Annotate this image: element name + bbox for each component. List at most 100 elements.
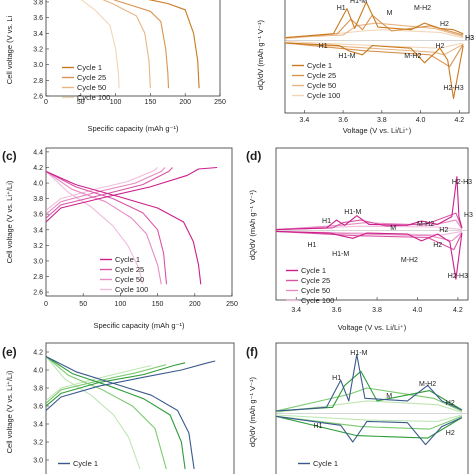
panel-3-annotation: M-H2 — [417, 221, 434, 228]
panel-4-ytick-label: 3.4 — [33, 422, 43, 429]
series-2-3-charge-line — [46, 167, 158, 211]
panel-4-ytick-label: 3.0 — [33, 458, 43, 465]
panel-2-xtick-label: 150 — [152, 301, 164, 308]
series-0-1-discharge-line — [113, 0, 170, 89]
panel-3-annotation: H1-M — [332, 251, 349, 258]
panel-2-ytick-label: 4.2 — [33, 165, 43, 172]
series-2-1-charge-line — [46, 167, 173, 219]
series-1-3-charge-line — [285, 29, 464, 40]
panel-4-ytick-label: 4.2 — [33, 350, 43, 357]
panel-f-ylabel: dQ/dV (mAh g⁻¹ V⁻¹) — [248, 376, 257, 447]
panel-5-annotation: H2 — [446, 430, 455, 437]
panel-d-frame — [275, 147, 469, 301]
series-5-1-discharge-line — [276, 415, 463, 439]
panel-0-ytick-label: 3.8 — [33, 0, 43, 6]
panel-2-xtick-label: 250 — [226, 301, 238, 308]
panel-3-annotation: H2 — [439, 227, 448, 234]
legend-3-1-label: Cycle 25 — [301, 276, 330, 285]
panel-d-ylabel: dQ/dV (mAh g⁻¹ V⁻¹) — [248, 189, 257, 260]
panel-1-xtick-label: 3.4 — [300, 117, 310, 124]
legend-4-0-label: Cycle 1 — [73, 459, 98, 468]
panel-2-ytick-label: 4.0 — [33, 181, 43, 188]
series-1-0-charge-line — [285, 1, 464, 39]
legend-1-0-label: Cycle 1 — [307, 61, 332, 70]
panel-1-annotation: H1 — [319, 43, 328, 50]
series-0-0-discharge-line — [148, 0, 200, 89]
panel-3-annotation: H1 — [322, 218, 331, 225]
panel-b-ylabel: dQ/dV (mAh g⁻¹ V⁻¹) — [256, 19, 265, 90]
panel-0-xtick-label: 0 — [44, 99, 48, 106]
series-4-3-charge-line — [46, 364, 152, 402]
panel-3-xtick-label: 3.4 — [291, 307, 301, 314]
series-3-2-charge-line — [276, 219, 463, 231]
legend-3-3-label: Cycle 100 — [301, 296, 334, 305]
panel-0-ytick-label: 3.0 — [33, 62, 43, 69]
panel-1-xtick-label: 4.0 — [416, 117, 426, 124]
series-1-1-discharge-line — [285, 42, 464, 68]
panel-1-annotation: M — [387, 10, 393, 17]
series-2-0-charge-line — [46, 166, 218, 223]
panel-c-xlabel: Specific capacity (mAh g⁻¹) — [93, 321, 185, 330]
legend-5-0-label: Cycle 1 — [313, 459, 338, 468]
series-1-3-discharge-line — [285, 41, 464, 49]
legend-3-2-label: Cycle 50 — [301, 286, 330, 295]
series-0-3-discharge-line — [80, 0, 120, 89]
panel-5-annotation: M-H2 — [419, 381, 436, 388]
legend-0-1-label: Cycle 25 — [77, 73, 106, 82]
series-3-1-discharge-line — [276, 230, 463, 251]
panel-5-annotation: H1 — [332, 375, 341, 382]
panel-1-xtick-label: 3.6 — [338, 117, 348, 124]
legend-2-1-label: Cycle 25 — [115, 265, 144, 274]
panel-1-annotation: H2-H3 — [443, 85, 463, 92]
series-1-1-charge-line — [285, 14, 464, 39]
series-3-1-charge-line — [276, 212, 463, 231]
panel-3-annotation: H1-M — [344, 209, 361, 216]
panel-0-ytick-label: 3.4 — [33, 31, 43, 38]
series-2-1-discharge-line — [46, 170, 168, 285]
legend-1-3-label: Cycle 100 — [307, 91, 340, 100]
panel-2-ytick-label: 4.4 — [33, 149, 43, 156]
panel-b-frame — [284, 0, 470, 114]
series-0-2-discharge-line — [102, 0, 151, 89]
panel-0-xtick-label: 50 — [77, 99, 85, 106]
series-1-0-discharge-line — [285, 42, 464, 100]
panel-1-annotation: H3 — [465, 35, 474, 42]
legend-0-2-label: Cycle 50 — [77, 83, 106, 92]
panel-3-annotation: H1 — [307, 242, 316, 249]
panel-0-xtick-label: 200 — [179, 99, 191, 106]
series-5-1-charge-line — [276, 370, 463, 412]
series-5-2-discharge-line — [276, 415, 463, 430]
legend-1-1-label: Cycle 25 — [307, 71, 336, 80]
panel-5-annotation: H1-M — [350, 350, 367, 357]
panel-3-xtick-label: 4.2 — [453, 307, 463, 314]
series-5-3-discharge-line — [276, 414, 463, 422]
panel-f-frame — [275, 342, 469, 474]
panel-d-xlabel: Voltage (V vs. Li/Li⁺) — [338, 323, 407, 332]
panel-1-annotation: H3 — [465, 35, 474, 42]
panel-label-e: (e) — [2, 345, 17, 359]
panel-2-ytick-label: 3.2 — [33, 243, 43, 250]
panel-4-ytick-label: 4.0 — [33, 368, 43, 375]
panel-a-frame — [45, 0, 221, 97]
panel-4-ytick-label: 3.2 — [33, 440, 43, 447]
series-5-0-charge-line — [276, 354, 463, 412]
legend-2-2-label: Cycle 50 — [115, 275, 144, 284]
panel-2-ytick-label: 3.4 — [33, 227, 43, 234]
panel-3-xtick-label: 3.8 — [372, 307, 382, 314]
panel-label-d: (d) — [246, 149, 261, 163]
panel-e-frame — [45, 342, 235, 474]
panel-5-annotation: M — [386, 393, 392, 400]
panel-c-ylabel: Cell voltage (V vs. Li⁺/Li) — [5, 180, 14, 263]
series-2-3-discharge-line — [46, 170, 144, 285]
panel-3-annotation: M-H2 — [401, 257, 418, 264]
panel-2-ytick-label: 3.6 — [33, 212, 43, 219]
panel-e-ylabel: Cell voltage (V vs. Li⁺/Li) — [5, 370, 14, 453]
panel-5-annotation: H2 — [446, 400, 455, 407]
legend-2-0-label: Cycle 1 — [115, 255, 140, 264]
legend-3-0-label: Cycle 1 — [301, 266, 326, 275]
panel-3-annotation: H2 — [433, 242, 442, 249]
panel-0-ytick-label: 2.6 — [33, 94, 43, 101]
panel-b-xlabel: Voltage (V vs. Li/Li⁺) — [343, 126, 412, 135]
panel-2-xtick-label: 100 — [115, 301, 127, 308]
